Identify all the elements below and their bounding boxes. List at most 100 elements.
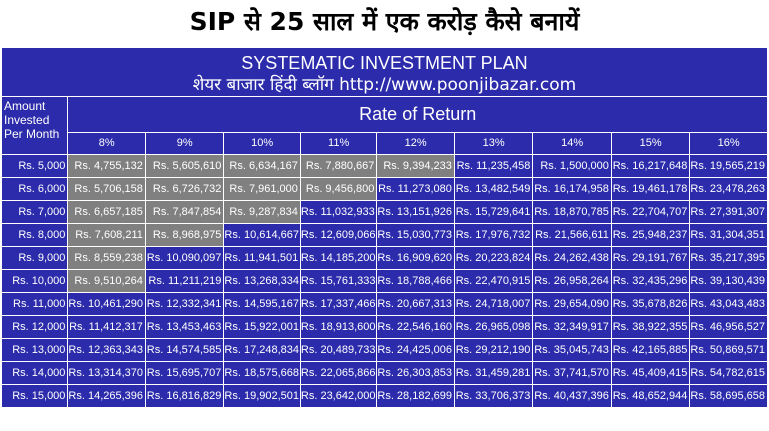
table-row: Rs. 9,000 Rs. 8,559,238 Rs. 10,090,097 Rs. … [0, 246, 768, 270]
value-cell: Rs. 6,657,185 [67, 200, 146, 224]
value-cell: Rs. 43,043,483 [689, 292, 768, 316]
value-cell: Rs. 32,349,917 [532, 315, 612, 339]
value-cell: Rs. 24,425,006 [376, 338, 455, 362]
table-row: Rs. 12,000 Rs. 11,412,317 Rs. 13,453,463 Rs… [0, 315, 768, 339]
value-cell: Rs. 26,303,853 [376, 361, 455, 385]
value-cell: Rs. 7,847,854 [144, 200, 225, 224]
value-cell: Rs. 16,174,958 [532, 177, 612, 201]
value-cell: Rs. 11,273,080 [376, 177, 455, 201]
amount-cell: Rs. 7,000 [0, 200, 69, 224]
value-cell: Rs. 18,788,466 [376, 269, 455, 293]
amount-column-header: Amount Invested Per Month [0, 96, 69, 155]
value-cell: Rs. 16,816,829 [144, 384, 225, 408]
value-cell: Rs. 11,235,458 [453, 154, 534, 178]
value-cell: Rs. 4,755,132 [67, 154, 146, 178]
rate-header-cell: 16% [689, 131, 768, 156]
value-cell: Rs. 16,217,648 [610, 154, 691, 178]
value-cell: Rs. 29,191,767 [610, 246, 691, 270]
value-cell: Rs. 23,642,000 [299, 384, 378, 408]
table-row: Rs. 15,000 Rs. 14,265,396 Rs. 16,816,829 Rs… [0, 384, 768, 408]
value-cell: Rs. 29,654,090 [532, 292, 612, 316]
amount-cell: Rs. 10,000 [0, 269, 69, 293]
table-row: Rs. 6,000 Rs. 5,706,158 Rs. 6,726,732 Rs. 7… [0, 177, 768, 201]
value-cell: Rs. 35,678,826 [610, 292, 691, 316]
value-cell: Rs. 9,287,834 [223, 200, 301, 224]
rate-of-return-header: Rate of Return [67, 96, 768, 133]
value-cell: Rs. 20,667,313 [376, 292, 455, 316]
value-cell: Rs. 13,314,370 [67, 361, 146, 385]
table-row: Rs. 13,000 Rs. 12,363,343 Rs. 14,574,585 Rs… [0, 338, 768, 362]
value-cell: Rs. 9,510,264 [67, 269, 146, 293]
value-cell: Rs. 42,165,885 [610, 338, 691, 362]
value-cell: Rs. 29,212,190 [453, 338, 534, 362]
value-cell: Rs. 8,968,975 [144, 223, 225, 247]
value-cell: Rs. 24,718,007 [453, 292, 534, 316]
value-cell: Rs. 26,958,264 [532, 269, 612, 293]
value-cell: Rs. 54,782,615 [689, 361, 768, 385]
amount-cell: Rs. 9,000 [0, 246, 69, 270]
value-cell: Rs. 24,262,438 [532, 246, 612, 270]
value-cell: Rs. 15,922,001 [223, 315, 301, 339]
amount-cell: Rs. 8,000 [0, 223, 69, 247]
value-cell: Rs. 15,729,641 [453, 200, 534, 224]
value-cell: Rs. 32,435,296 [610, 269, 691, 293]
value-cell: Rs. 10,090,097 [144, 246, 225, 270]
value-cell: Rs. 35,045,743 [532, 338, 612, 362]
value-cell: Rs. 19,902,501 [223, 384, 301, 408]
value-cell: Rs. 12,609,066 [299, 223, 378, 247]
value-cell: Rs. 13,482,549 [453, 177, 534, 201]
page-title: SIP से 25 साल में एक करोड़ कैसे बनायें [189, 7, 580, 36]
amount-cell: Rs. 12,000 [0, 315, 69, 339]
table-row: Rs. 7,000 Rs. 6,657,185 Rs. 7,847,854 Rs. 9… [0, 200, 768, 224]
rate-header-cell: 9% [144, 131, 225, 156]
value-cell: Rs. 7,880,667 [299, 154, 378, 178]
value-cell: Rs. 5,706,158 [67, 177, 146, 201]
value-cell: Rs. 25,948,237 [610, 223, 691, 247]
value-cell: Rs. 28,182,699 [376, 384, 455, 408]
value-cell: Rs. 6,634,167 [223, 154, 301, 178]
value-cell: Rs. 39,130,439 [689, 269, 768, 293]
value-cell: Rs. 17,337,466 [299, 292, 378, 316]
value-cell: Rs. 12,332,341 [144, 292, 225, 316]
table-row: Rs. 5,000 Rs. 4,755,132 Rs. 5,605,610 Rs. 6… [0, 154, 768, 178]
value-cell: Rs. 17,976,732 [453, 223, 534, 247]
value-cell: Rs. 11,941,501 [223, 246, 301, 270]
value-cell: Rs. 15,761,333 [299, 269, 378, 293]
value-cell: Rs. 27,391,307 [689, 200, 768, 224]
value-cell: Rs. 13,268,334 [223, 269, 301, 293]
rate-header-cell: 13% [453, 131, 534, 156]
value-cell: Rs. 22,546,160 [376, 315, 455, 339]
value-cell: Rs. 12,363,343 [67, 338, 146, 362]
value-cell: Rs. 18,575,668 [223, 361, 301, 385]
value-cell: Rs. 40,437,396 [532, 384, 612, 408]
value-cell: Rs. 9,394,233 [376, 154, 455, 178]
table-row: Rs. 8,000 Rs. 7,608,211 Rs. 8,968,975 Rs. 1… [0, 223, 768, 247]
value-cell: Rs. 16,909,620 [376, 246, 455, 270]
value-cell: Rs. 58,695,658 [689, 384, 768, 408]
table-row: Rs. 14,000 Rs. 13,314,370 Rs. 15,695,707 Rs… [0, 361, 768, 385]
value-cell: Rs. 31,459,281 [453, 361, 534, 385]
value-cell: Rs. 37,741,570 [532, 361, 612, 385]
value-cell: Rs. 48,652,944 [610, 384, 691, 408]
amount-cell: Rs. 15,000 [0, 384, 69, 408]
value-cell: Rs. 21,566,611 [532, 223, 612, 247]
value-cell: Rs. 15,030,773 [376, 223, 455, 247]
banner-subtitle: शेयर बाजार हिंदी ब्लॉग http://www.poonji… [192, 74, 577, 95]
value-cell: Rs. 45,409,415 [610, 361, 691, 385]
value-cell: Rs. 7,961,000 [223, 177, 301, 201]
value-cell: Rs. 19,461,178 [610, 177, 691, 201]
value-cell: Rs. 7,608,211 [67, 223, 146, 247]
value-cell: Rs. 50,869,571 [689, 338, 768, 362]
table-row: Rs. 10,000 Rs. 9,510,264 Rs. 11,211,219 Rs.… [0, 269, 768, 293]
amount-cell: Rs. 5,000 [0, 154, 69, 178]
table-banner: SYSTEMATIC INVESTMENT PLAN शेयर बाजार हि… [1, 47, 768, 97]
value-cell: Rs. 14,185,200 [299, 246, 378, 270]
banner-title: SYSTEMATIC INVESTMENT PLAN [241, 52, 528, 73]
value-cell: Rs. 10,614,667 [223, 223, 301, 247]
value-cell: Rs. 38,922,355 [610, 315, 691, 339]
value-cell: Rs. 11,412,317 [67, 315, 146, 339]
rate-header-cell: 12% [376, 131, 455, 156]
value-cell: Rs. 20,489,733 [299, 338, 378, 362]
value-cell: Rs. 13,151,926 [376, 200, 455, 224]
rate-header-cell: 11% [299, 131, 378, 156]
